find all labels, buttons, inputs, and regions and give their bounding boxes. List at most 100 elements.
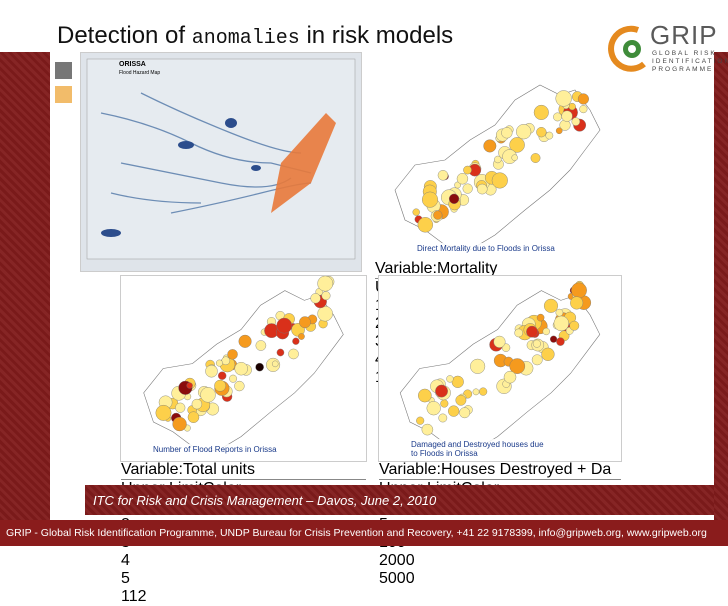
district bbox=[276, 317, 293, 334]
district bbox=[229, 374, 238, 383]
slide: Detection of anomalies in risk models GR… bbox=[0, 20, 728, 605]
district bbox=[514, 328, 523, 338]
district bbox=[426, 401, 441, 416]
district bbox=[438, 413, 448, 423]
legend-row: 4 bbox=[121, 552, 366, 570]
district bbox=[191, 398, 203, 410]
map-title: ORISSA bbox=[119, 61, 146, 68]
district bbox=[472, 388, 480, 396]
district bbox=[494, 155, 502, 164]
district bbox=[530, 153, 541, 163]
district bbox=[570, 296, 584, 310]
event-bar: ITC for Risk and Crisis Management – Dav… bbox=[85, 485, 714, 515]
district bbox=[455, 394, 467, 406]
district bbox=[555, 308, 564, 317]
district bbox=[321, 291, 331, 301]
map: Variable:MortalityUpper LimitColor123411… bbox=[375, 70, 620, 386]
district bbox=[448, 193, 460, 204]
legend-title: Variable:Houses Destroyed + Da bbox=[379, 461, 621, 480]
district bbox=[234, 380, 245, 392]
map: Variable:Houses Destroyed + DaUpper Limi… bbox=[378, 275, 622, 587]
map-drawing bbox=[399, 280, 601, 452]
district bbox=[172, 416, 187, 432]
district bbox=[483, 139, 497, 153]
district bbox=[463, 165, 472, 175]
tagline-line: PROGRAMME bbox=[652, 66, 714, 73]
event-text: ITC for Risk and Crisis Management – Dav… bbox=[93, 493, 437, 508]
district bbox=[218, 371, 227, 380]
district bbox=[417, 217, 434, 233]
district bbox=[509, 358, 526, 374]
district bbox=[255, 362, 264, 372]
left-band bbox=[0, 52, 50, 520]
district bbox=[493, 335, 506, 348]
district bbox=[571, 117, 581, 126]
footer-bar: GRIP - Global Risk Identification Progra… bbox=[0, 520, 728, 546]
map-drawing bbox=[394, 84, 601, 251]
title-code: anomalies bbox=[191, 27, 300, 50]
district bbox=[214, 379, 227, 392]
map-caption: Number of Flood Reports in Orissa bbox=[151, 444, 279, 455]
district bbox=[292, 337, 300, 345]
district bbox=[276, 348, 285, 357]
map: Variable:Total unitsUpper LimitColor1234… bbox=[120, 275, 367, 605]
district bbox=[416, 416, 425, 425]
district bbox=[187, 411, 200, 423]
district bbox=[555, 127, 563, 135]
district bbox=[511, 154, 518, 161]
tagline-line: IDENTIFICATION bbox=[652, 58, 728, 65]
map-caption: Damaged and Destroyed houses due to Floo… bbox=[409, 439, 553, 459]
district bbox=[503, 370, 517, 384]
district bbox=[479, 387, 488, 396]
district bbox=[271, 360, 279, 368]
district bbox=[579, 105, 588, 114]
legend-limit: 5000 bbox=[379, 570, 415, 587]
map-subtitle: Flood Hazard Map bbox=[119, 70, 160, 76]
district bbox=[155, 404, 172, 421]
district bbox=[412, 208, 420, 216]
district bbox=[175, 402, 186, 413]
district bbox=[310, 293, 321, 304]
district bbox=[491, 172, 508, 189]
district bbox=[536, 127, 547, 138]
district bbox=[456, 173, 469, 185]
title-text: Detection of bbox=[57, 22, 192, 49]
district bbox=[531, 354, 543, 366]
district bbox=[299, 316, 311, 329]
district bbox=[440, 399, 449, 408]
district bbox=[435, 384, 448, 398]
district bbox=[542, 327, 550, 336]
district bbox=[462, 183, 473, 194]
district bbox=[571, 282, 587, 299]
district bbox=[550, 335, 558, 343]
district bbox=[200, 387, 216, 403]
district bbox=[509, 137, 525, 153]
map-caption: Direct Mortality due to Floods in Orissa bbox=[415, 243, 557, 254]
district bbox=[418, 388, 432, 403]
district bbox=[422, 191, 439, 208]
district bbox=[501, 127, 513, 139]
district bbox=[317, 276, 334, 292]
square bbox=[55, 62, 72, 79]
district bbox=[470, 358, 486, 374]
tagline-line: GLOBAL RISK bbox=[652, 50, 717, 57]
district bbox=[215, 359, 223, 367]
district bbox=[317, 305, 333, 322]
square bbox=[55, 110, 72, 127]
district bbox=[568, 102, 576, 111]
district bbox=[298, 333, 305, 340]
square bbox=[55, 86, 72, 103]
district bbox=[437, 170, 449, 181]
district bbox=[577, 93, 589, 105]
district bbox=[234, 362, 248, 376]
district bbox=[446, 375, 454, 383]
legend-row: 5 bbox=[121, 570, 366, 588]
title: Detection of anomalies in risk models bbox=[57, 22, 453, 50]
legend-title: Variable:Total units bbox=[121, 461, 366, 480]
district bbox=[227, 349, 238, 360]
district bbox=[541, 347, 555, 361]
district bbox=[448, 405, 460, 417]
district bbox=[556, 337, 565, 346]
district bbox=[454, 181, 461, 189]
hazard-map: ORISSA Flood Hazard Map bbox=[80, 52, 362, 272]
